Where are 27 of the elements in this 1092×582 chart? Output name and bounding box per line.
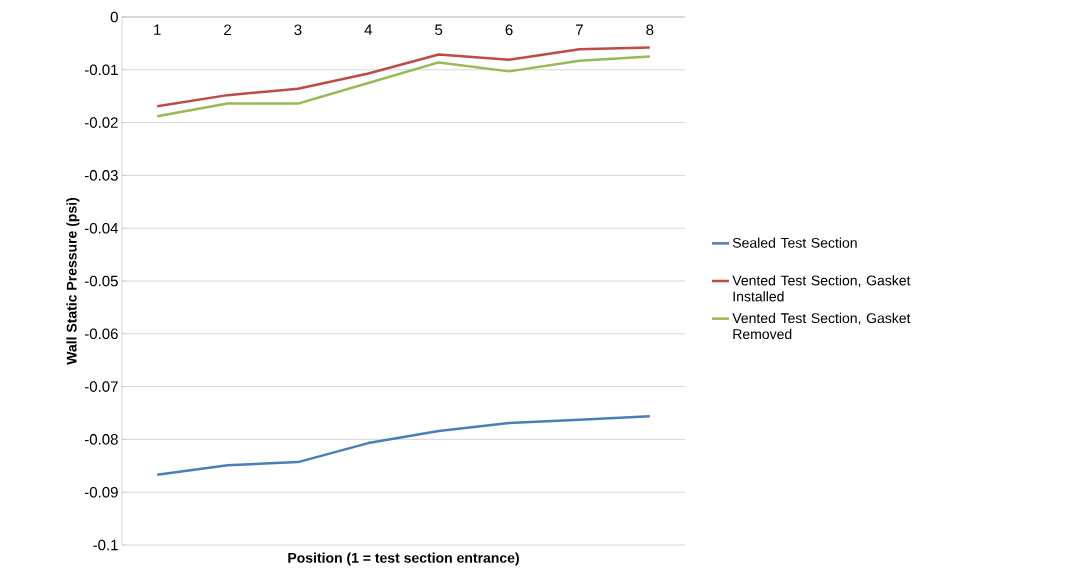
y-tick-label: -0.04 [84, 222, 119, 234]
y-tick-label: -0.05 [84, 275, 118, 287]
x-tick-label: 7 [576, 24, 583, 35]
legend-label: Sealed Test Section [732, 237, 857, 248]
y-axis-title: Wall Static Pressure (psi) [66, 197, 80, 365]
y-tick-label: 0 [110, 11, 118, 23]
x-axis-title: Position (1 = test section entrance) [288, 552, 519, 566]
x-tick-label: 8 [646, 24, 654, 36]
line-series [155, 46, 652, 108]
y-tick-label: -0.03 [84, 170, 118, 181]
legend-label: Vented Test Section, Gasket Removed [732, 312, 911, 340]
y-tick-label: -0.09 [84, 486, 118, 498]
x-tick-label: 6 [505, 24, 513, 36]
x-tick-label: 1 [154, 24, 161, 35]
legend-label: Vented Test Section, Gasket Installed [732, 275, 911, 302]
y-tick-label: -0.08 [84, 434, 118, 445]
x-tick-label: 2 [224, 24, 231, 35]
line-series [155, 414, 652, 477]
y-tick-label: -0.01 [84, 64, 118, 76]
x-tick-label: 3 [294, 24, 302, 36]
x-tick-label: 5 [435, 24, 443, 35]
line-series [155, 55, 652, 118]
x-tick-label: 4 [364, 24, 373, 35]
y-tick-label: -0.02 [84, 117, 118, 128]
y-tick-label: -0.1 [93, 539, 118, 551]
y-tick-label: -0.07 [84, 381, 118, 392]
y-tick-label: -0.06 [84, 328, 118, 340]
